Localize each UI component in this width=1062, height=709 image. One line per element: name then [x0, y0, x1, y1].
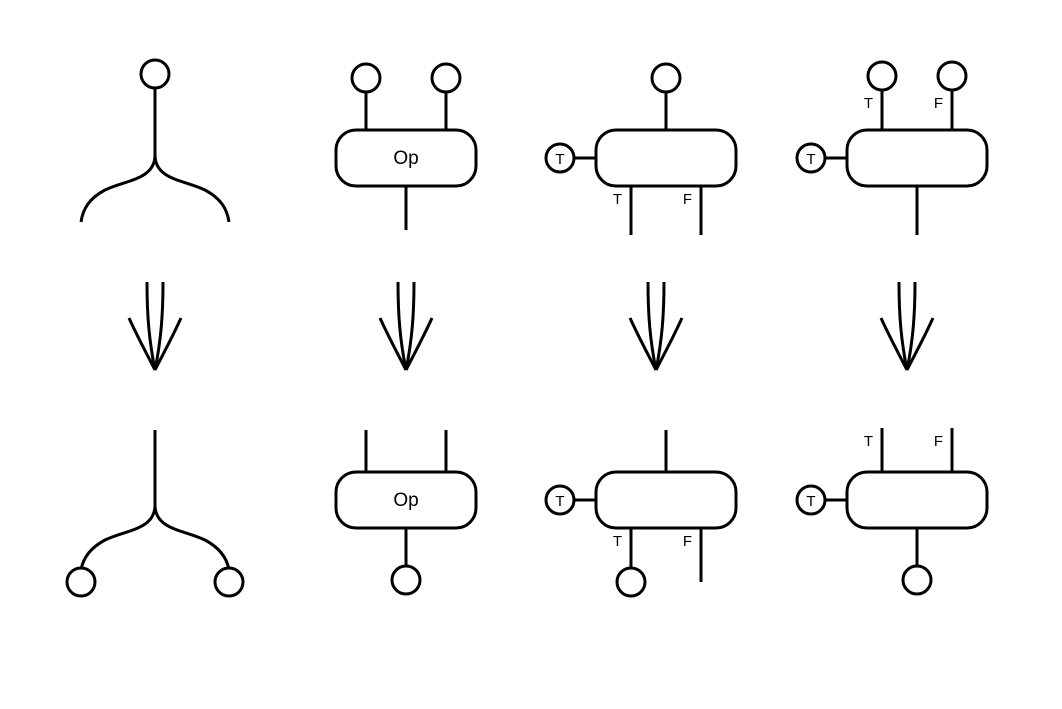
- top-circle: [652, 64, 680, 92]
- side-t-label: T: [806, 493, 815, 510]
- arrow-cell-4: [782, 260, 1033, 400]
- fork-bottom-svg: [45, 410, 265, 610]
- bottom-f-label: F: [683, 191, 692, 208]
- circle-left: [352, 64, 380, 92]
- circle-left: [868, 62, 896, 90]
- cell-fork-bottom: [30, 400, 281, 620]
- top-t-label: T: [864, 433, 873, 450]
- bottom-circle: [903, 566, 931, 594]
- bottom-circle-t: [617, 568, 645, 596]
- top-circle: [141, 60, 169, 88]
- tf-top-svg: T T F: [536, 50, 776, 250]
- box: [596, 472, 736, 528]
- bottom-t-label: T: [613, 533, 622, 550]
- op-label: Op: [393, 490, 418, 511]
- cell-tf-bottom-labels-bottom: T T F: [531, 400, 782, 620]
- arrow-3: [606, 270, 706, 390]
- side-t-label: T: [806, 151, 815, 168]
- arrow-2: [356, 270, 456, 390]
- right-branch: [155, 505, 229, 570]
- fork-top-svg: [45, 50, 265, 250]
- cell-tf-bottom-labels-top: T T F: [531, 40, 782, 260]
- bottom-f-label: F: [683, 533, 692, 550]
- top-t-label: T: [864, 95, 873, 112]
- arrow-cell-1: [30, 260, 281, 400]
- top-f-label: F: [934, 95, 943, 112]
- tf2-bottom-svg: T F T: [787, 410, 1027, 610]
- cell-op-bottom: Op: [281, 400, 532, 620]
- top-f-label: F: [934, 433, 943, 450]
- cell-op-top: Op: [281, 40, 532, 260]
- cell-tf-top-labels-top: T F T: [782, 40, 1033, 260]
- box: [847, 472, 987, 528]
- diagram-grid: Op T T F T F T: [0, 0, 1062, 709]
- tf2-top-svg: T F T: [787, 50, 1027, 250]
- side-t-label: T: [556, 493, 565, 510]
- op-top-svg: Op: [296, 50, 516, 250]
- cell-fork-top: [30, 40, 281, 260]
- bottom-t-label: T: [613, 191, 622, 208]
- bottom-circle-right: [215, 568, 243, 596]
- left-branch: [81, 155, 155, 222]
- box: [596, 130, 736, 186]
- circle-right: [432, 64, 460, 92]
- left-branch: [81, 505, 155, 570]
- tf-bottom-svg: T T F: [536, 410, 776, 610]
- side-t-label: T: [556, 151, 565, 168]
- bottom-circle: [392, 566, 420, 594]
- box: [847, 130, 987, 186]
- op-label: Op: [393, 148, 418, 169]
- arrow-cell-3: [531, 260, 782, 400]
- bottom-circle-left: [67, 568, 95, 596]
- arrow-cell-2: [281, 260, 532, 400]
- cell-tf-top-labels-bottom: T F T: [782, 400, 1033, 620]
- right-branch: [155, 155, 229, 222]
- arrow-4: [857, 270, 957, 390]
- circle-right: [938, 62, 966, 90]
- op-bottom-svg: Op: [296, 410, 516, 610]
- arrow-1: [105, 270, 205, 390]
